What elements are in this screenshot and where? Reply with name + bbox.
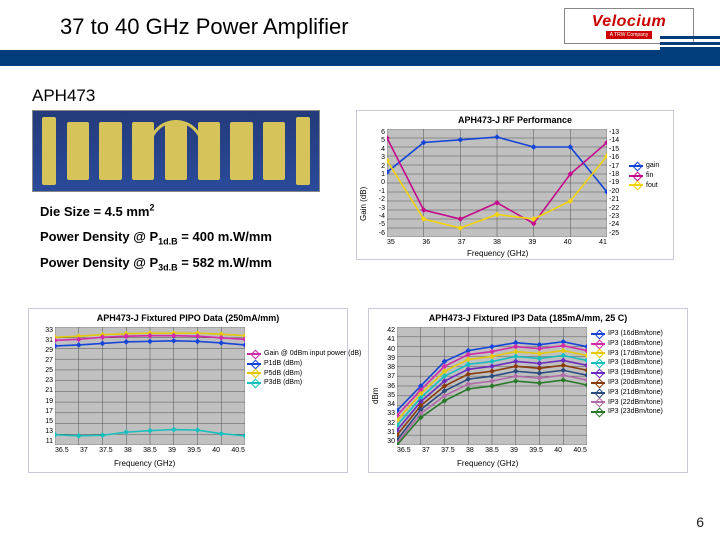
- chart-ip3-ylabel: dBm: [371, 364, 380, 404]
- chart-rf-xlabel: Frequency (GHz): [467, 249, 528, 258]
- spec-lines: Die Size = 4.5 mm2 Power Density @ P1d.B…: [40, 200, 272, 276]
- chart-rf-plot: [387, 129, 607, 237]
- chart-ip3-plot: [397, 327, 587, 445]
- chart-rf-xticks: 35363738394041: [387, 239, 607, 246]
- chart-rf-ylabel: Gain (dB): [359, 151, 368, 221]
- slide-title: 37 to 40 GHz Power Amplifier: [60, 14, 349, 40]
- decorative-stripes: [660, 36, 720, 50]
- chart-rf-legend: gainfinfout: [629, 161, 669, 190]
- logo-sub-text: A TRW Company: [606, 31, 652, 39]
- header: 37 to 40 GHz Power Amplifier Velocium A …: [0, 0, 720, 62]
- die-size-exp: 2: [149, 203, 154, 213]
- slide: 37 to 40 GHz Power Amplifier Velocium A …: [0, 0, 720, 540]
- die-photo: [32, 110, 320, 192]
- chart-rf-yticks-right: -13-14-15-16-17-18-19-20-21-22-23-24-25: [609, 129, 629, 237]
- chart-pipo-plot: [55, 327, 245, 445]
- die-size-text: Die Size = 4.5 mm: [40, 204, 149, 219]
- pd1-sub: 1d.B: [158, 237, 178, 247]
- chart-ip3-title: APH473-J Fixtured IP3 Data (185mA/mm, 25…: [369, 313, 687, 323]
- chart-ip3-xlabel: Frequency (GHz): [457, 459, 518, 468]
- chart-ip3-yticks: 42414039383736353433323130: [381, 327, 395, 445]
- pd3-sub: 3d.B: [158, 262, 178, 272]
- part-number: APH473: [32, 86, 95, 106]
- logo-main-text: Velocium: [592, 13, 667, 31]
- chart-pipo-legend: Gain @ 0dBm input power (dB)P1dB (dBm)P5…: [247, 349, 343, 388]
- pd3-pre: Power Density @ P: [40, 255, 158, 270]
- chart-pipo: APH473-J Fixtured PIPO Data (250mA/mm) 3…: [28, 308, 348, 473]
- chart-pipo-title: APH473-J Fixtured PIPO Data (250mA/mm): [29, 313, 347, 323]
- chart-pipo-xticks: 36.53737.53838.53939.54040.5: [55, 447, 245, 454]
- chart-rf-performance: APH473-J RF Performance Gain (dB) 654321…: [356, 110, 674, 260]
- chart-ip3-legend: IP3 (16dBm/tone)IP3 (18dBm/tone)IP3 (17d…: [591, 329, 685, 417]
- chart-pipo-yticks: 333129272523211917151311: [37, 327, 53, 445]
- chart-pipo-xlabel: Frequency (GHz): [114, 459, 175, 468]
- chart-rf-yticks-left: 6543210-1-2-3-4-5-6: [369, 129, 385, 237]
- chart-ip3: APH473-J Fixtured IP3 Data (185mA/mm, 25…: [368, 308, 688, 473]
- pd1-pre: Power Density @ P: [40, 229, 158, 244]
- pd3-post: = 582 m.W/mm: [178, 255, 272, 270]
- page-number: 6: [696, 514, 704, 530]
- chart-rf-title: APH473-J RF Performance: [357, 115, 673, 125]
- blue-bar: [0, 50, 720, 66]
- pd1-post: = 400 m.W/mm: [178, 229, 272, 244]
- chart-ip3-xticks: 36.53737.53838.53939.54040.5: [397, 447, 587, 454]
